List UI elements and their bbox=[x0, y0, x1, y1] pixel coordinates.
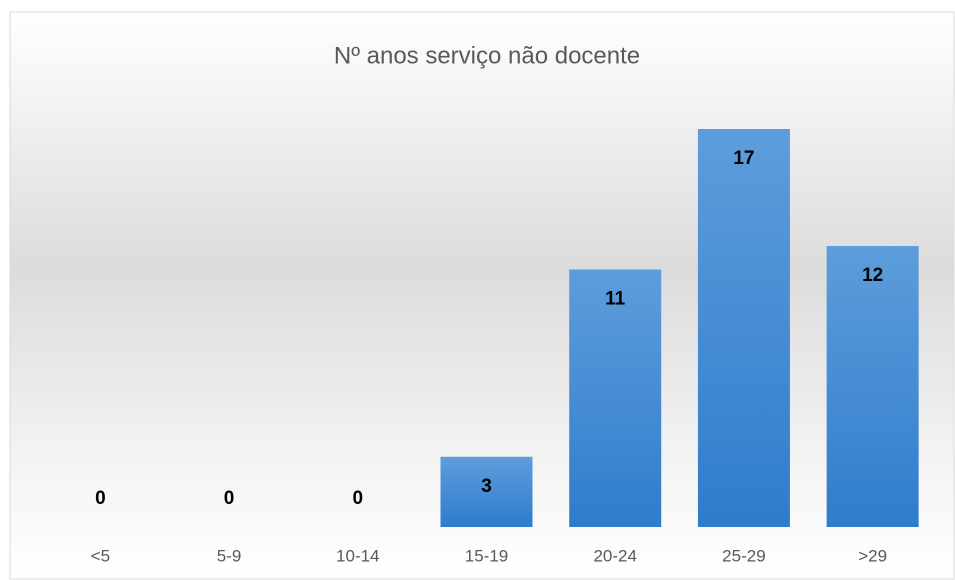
bar bbox=[697, 129, 790, 527]
x-tick-label: 15-19 bbox=[465, 546, 508, 565]
data-label: 0 bbox=[352, 488, 363, 509]
bar bbox=[826, 246, 919, 527]
x-tick-label: 25-29 bbox=[722, 546, 765, 565]
x-tick-label: <5 bbox=[91, 546, 110, 565]
data-label: 3 bbox=[481, 476, 492, 497]
data-label: 12 bbox=[862, 265, 883, 286]
data-label: 17 bbox=[733, 148, 754, 169]
bar bbox=[569, 269, 662, 527]
data-label: 11 bbox=[605, 288, 626, 309]
x-tick-label: 20-24 bbox=[593, 546, 636, 565]
x-tick-label: >29 bbox=[858, 546, 887, 565]
data-label: 0 bbox=[224, 488, 235, 509]
chart-title: Nº anos serviço não docente bbox=[334, 42, 640, 69]
bar bbox=[440, 456, 533, 527]
x-tick-label: 10-14 bbox=[336, 546, 379, 565]
data-label: 0 bbox=[95, 488, 106, 509]
x-tick-label: 5-9 bbox=[217, 546, 242, 565]
